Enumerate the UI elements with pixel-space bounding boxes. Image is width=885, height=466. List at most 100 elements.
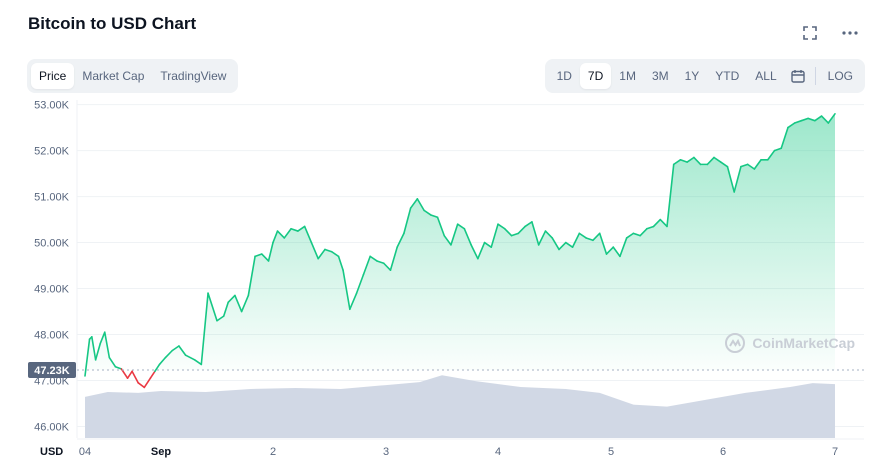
price-line-segment	[719, 161, 729, 168]
expand-icon[interactable]	[799, 22, 821, 44]
watermark: CoinMarketCap	[724, 332, 855, 354]
y-tick-label: 53.00K	[34, 100, 70, 112]
price-line-segment	[362, 255, 371, 276]
x-tick-label: 2	[270, 446, 276, 458]
y-tick-label: 46.00K	[34, 422, 70, 434]
price-line-segment	[619, 237, 628, 258]
current-price-label: 47.23K	[34, 365, 70, 377]
price-line-segment	[672, 158, 682, 166]
range-1d[interactable]: 1D	[556, 69, 572, 83]
price-line-segment	[149, 370, 156, 380]
tab-tradingview[interactable]: TradingView	[160, 69, 227, 83]
tab-price[interactable]: Price	[31, 63, 75, 89]
tab-market-cap[interactable]: Market Cap	[82, 69, 145, 83]
price-line-segment	[389, 246, 399, 271]
range-3m[interactable]: 3M	[651, 69, 669, 83]
price-line-segment	[114, 365, 123, 370]
price-line-segment	[297, 225, 306, 232]
price-line-segment	[240, 294, 250, 313]
more-icon[interactable]	[839, 22, 861, 44]
price-line-segment	[726, 165, 736, 193]
price-line-segment	[369, 255, 378, 262]
price-line-segment	[605, 246, 615, 255]
price-line-segment	[571, 232, 581, 248]
price-line-segment	[200, 292, 209, 366]
price-line-segment	[793, 119, 803, 124]
x-tick-label: Sep	[151, 446, 171, 458]
price-line-segment	[652, 218, 662, 228]
price-line-segment	[503, 227, 513, 237]
x-tick-label: 3	[383, 446, 389, 458]
price-line-segment	[780, 126, 789, 150]
calendar-icon[interactable]	[785, 63, 811, 89]
volume-area	[85, 375, 835, 438]
x-tick-label: 6	[720, 446, 726, 458]
price-line-segment	[524, 221, 533, 228]
log-toggle[interactable]: LOG	[827, 69, 853, 83]
price-line-segment	[303, 225, 313, 244]
price-line-segment	[787, 122, 796, 129]
page-title: Bitcoin to USD Chart	[28, 14, 197, 33]
range-all[interactable]: ALL	[755, 69, 777, 83]
price-line-segment	[178, 345, 187, 357]
price-line-segment	[551, 237, 560, 251]
range-1y[interactable]: 1Y	[684, 69, 700, 83]
price-line-segment	[137, 382, 146, 389]
range-1m[interactable]: 1M	[619, 69, 636, 83]
price-line-segment	[403, 207, 412, 235]
price-line-segment	[317, 248, 326, 260]
price-line-segment	[207, 292, 218, 322]
price-line-segment	[592, 232, 601, 242]
price-line-segment	[349, 292, 358, 311]
price-line-segment	[382, 262, 392, 271]
price-line-segment	[324, 248, 333, 253]
price-line-segment	[585, 237, 594, 242]
x-tick-label: 4	[495, 446, 501, 458]
price-line-segment	[544, 230, 554, 239]
price-line-segment	[355, 273, 365, 294]
price-line-segment	[632, 232, 641, 237]
price-line-segment	[807, 117, 816, 122]
price-line-segment	[143, 377, 152, 389]
y-tick-label: 51.00K	[34, 192, 70, 204]
y-tick-label: 49.00K	[34, 284, 70, 296]
range-ytd[interactable]: YTD	[715, 69, 740, 83]
range-7d[interactable]: 7D	[579, 63, 612, 89]
price-line-segment	[693, 156, 702, 166]
y-tick-label: 48.00K	[34, 330, 70, 342]
price-line-segment	[490, 223, 499, 248]
price-line-segment	[753, 158, 762, 170]
price-line-segment	[342, 269, 351, 311]
price-line-segment	[267, 241, 274, 262]
price-line-segment	[423, 209, 432, 216]
currency-label: USD	[40, 446, 63, 458]
price-line-segment	[260, 253, 270, 262]
price-line-segment	[679, 158, 688, 163]
price-line-segment	[330, 250, 340, 258]
price-line-segment	[396, 232, 405, 248]
price-line-segment	[222, 301, 229, 317]
price-line-segment	[184, 354, 196, 361]
price-line-segment	[227, 294, 236, 304]
price-line-segment	[483, 241, 493, 248]
price-line-segment	[290, 227, 299, 232]
price-line-segment	[497, 223, 506, 230]
price-line-segment	[612, 246, 621, 258]
price-line-segment	[164, 349, 173, 359]
price-line-segment	[310, 241, 320, 260]
price-line-segment	[436, 216, 446, 237]
price-line-segment	[108, 356, 117, 368]
price-line-segment	[94, 342, 101, 361]
price-line-segment	[827, 112, 836, 124]
price-line-segment	[91, 336, 97, 361]
price-line-segment	[247, 255, 256, 297]
price-line-segment	[746, 163, 756, 170]
y-tick-label: 52.00K	[34, 146, 70, 158]
price-line-segment	[216, 315, 225, 322]
x-tick-label: 7	[832, 446, 838, 458]
price-line-segment	[84, 338, 91, 377]
price-line-segment	[558, 241, 567, 251]
x-tick-label: 04	[79, 446, 91, 458]
price-line-segment	[443, 234, 452, 246]
